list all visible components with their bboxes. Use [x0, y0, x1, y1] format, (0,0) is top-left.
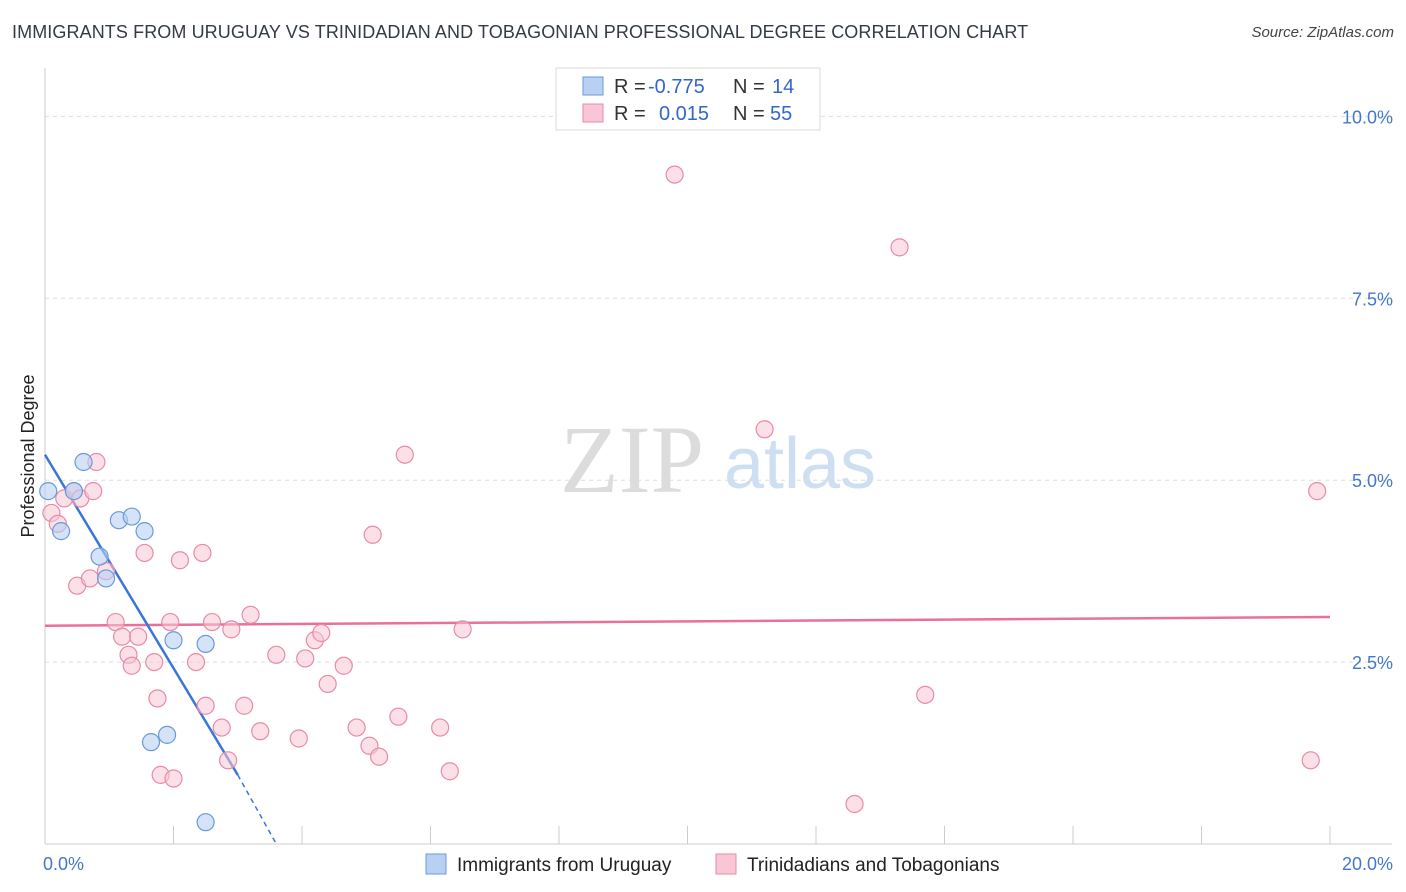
bottom-legend-swatch-uruguay [425, 853, 447, 875]
chart-title: IMMIGRANTS FROM URUGUAY VS TRINIDADIAN A… [12, 22, 1029, 42]
point-trinidadians-53 [1301, 751, 1320, 770]
point-uruguay-9 [141, 733, 161, 752]
legend-swatch-uruguay [582, 76, 604, 96]
point-trinidadians-25 [202, 612, 222, 632]
legend-n-label-2: N = [733, 103, 765, 125]
legend-n-label-1: N = [733, 76, 765, 98]
watermark-atlas: atlas [724, 424, 876, 504]
legend-n-value-1: 14 [772, 76, 794, 98]
legend-r-label-2: R = [614, 103, 646, 125]
point-trinidadians-5 [84, 482, 103, 501]
legend-swatch-trinidadians [582, 103, 604, 123]
legend-n-value-2: 55 [770, 103, 792, 125]
x-tick-label-1: 20.0% [1342, 854, 1393, 874]
point-trinidadians-13 [122, 656, 141, 675]
point-trinidadians-46 [440, 762, 459, 781]
source-credit: Source: ZipAtlas.com [1251, 24, 1394, 41]
point-trinidadians-8 [80, 569, 100, 588]
x-tick-label-0: 0.0% [43, 854, 84, 874]
point-trinidadians-22 [186, 652, 206, 672]
trendline-uruguay-extension [237, 774, 277, 845]
trendline-uruguay [43, 454, 239, 776]
point-trinidadians-50 [845, 794, 864, 814]
gridlines [45, 115, 1390, 663]
point-trinidadians-45 [431, 718, 450, 737]
point-trinidadians-49 [755, 420, 774, 439]
series-trinidadians-points [42, 165, 1327, 814]
point-trinidadians-16 [145, 652, 164, 672]
point-uruguay-12 [196, 634, 215, 654]
point-trinidadians-54 [1308, 482, 1327, 501]
point-uruguay-2 [64, 482, 84, 501]
point-uruguay-10 [157, 725, 177, 744]
point-uruguay-3 [74, 452, 93, 472]
x-tick-labels: 0.0% 20.0% [43, 854, 1393, 874]
series-legend: Immigrants from Uruguay Trinidadians and… [425, 853, 999, 876]
bottom-legend-swatch-trinidadians [715, 853, 737, 875]
y-axis-title: Professional Degree [18, 374, 38, 537]
point-trinidadians-37 [318, 674, 337, 694]
y-tick-label-3: 10.0% [1342, 107, 1393, 127]
y-tick-label-2: 7.5% [1352, 289, 1393, 309]
point-uruguay-1 [51, 522, 71, 541]
point-trinidadians-39 [347, 718, 366, 737]
point-trinidadians-41 [363, 525, 382, 544]
legend-r-label-1: R = [614, 76, 646, 98]
bottom-legend-label-uruguay: Immigrants from Uruguay [457, 855, 672, 876]
legend-r-value-2: 0.015 [659, 103, 709, 125]
point-uruguay-5 [96, 569, 116, 588]
y-tick-labels: 2.5% 5.0% 7.5% 10.0% [1342, 107, 1393, 673]
point-trinidadians-19 [161, 612, 180, 632]
point-trinidadians-21 [170, 551, 190, 570]
point-trinidadians-34 [296, 649, 315, 668]
point-trinidadians-43 [389, 707, 408, 726]
point-trinidadians-47 [453, 620, 472, 639]
point-trinidadians-33 [289, 729, 308, 748]
point-trinidadians-51 [890, 238, 909, 257]
point-trinidadians-26 [212, 718, 231, 737]
point-trinidadians-31 [251, 722, 270, 741]
bottom-legend-label-trinidadians: Trinidadians and Tobagonians [747, 855, 999, 876]
watermark-zip: ZIP [560, 406, 704, 513]
point-trinidadians-11 [112, 627, 132, 646]
trendline-trinidadians [44, 615, 1331, 627]
point-trinidadians-20 [164, 769, 183, 788]
point-trinidadians-27 [219, 751, 238, 770]
y-tick-label-0: 2.5% [1352, 653, 1393, 673]
point-trinidadians-24 [196, 696, 215, 715]
stats-legend: R = -0.775 N = 14 R = 0.015 N = 55 [555, 67, 821, 131]
point-uruguay-7 [122, 507, 141, 526]
point-trinidadians-28 [222, 620, 241, 639]
point-trinidadians-17 [148, 689, 167, 708]
y-tick-label-1: 5.0% [1352, 471, 1393, 491]
point-trinidadians-14 [129, 627, 148, 646]
point-trinidadians-44 [395, 445, 414, 464]
point-trinidadians-36 [312, 623, 331, 643]
point-trinidadians-38 [334, 656, 353, 675]
point-trinidadians-29 [235, 696, 254, 715]
point-trinidadians-15 [135, 543, 154, 563]
point-trinidadians-30 [241, 605, 260, 624]
point-trinidadians-48 [665, 165, 684, 184]
series-uruguay-points [39, 452, 215, 832]
point-trinidadians-52 [916, 685, 935, 704]
point-trinidadians-32 [267, 645, 286, 664]
point-trinidadians-23 [193, 543, 212, 563]
point-uruguay-13 [196, 813, 215, 832]
point-uruguay-11 [164, 631, 183, 650]
legend-r-value-1: -0.775 [648, 76, 705, 98]
point-uruguay-4 [90, 547, 109, 566]
point-uruguay-8 [135, 522, 154, 541]
point-uruguay-0 [39, 482, 58, 501]
point-trinidadians-42 [370, 747, 389, 766]
axes [44, 68, 1392, 845]
trend-lines [43, 454, 1331, 845]
